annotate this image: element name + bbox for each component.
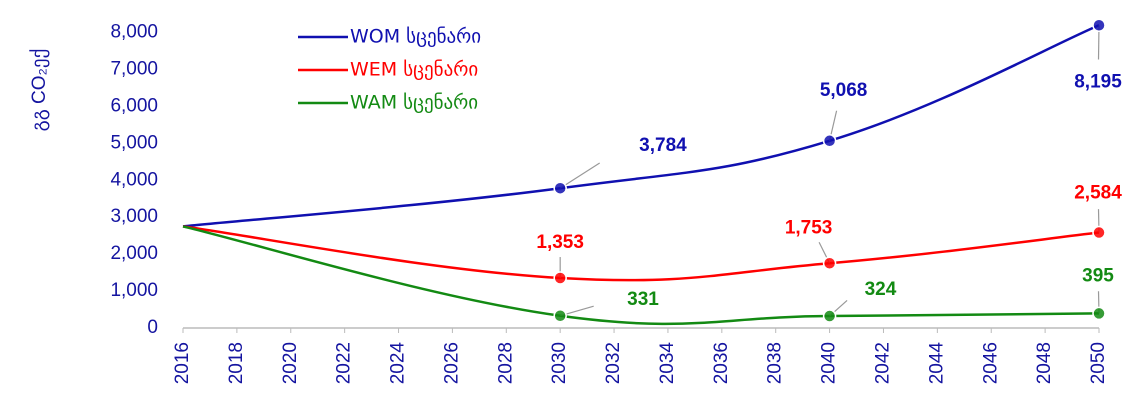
legend-label: WEM სცენარი: [350, 59, 478, 81]
data-label: 8,195: [1074, 71, 1122, 92]
data-label: 5,068: [820, 80, 868, 101]
data-label: 324: [865, 279, 897, 300]
x-tick-label: 2018: [226, 342, 247, 384]
y-tick-label: 1,000: [110, 280, 158, 301]
data-label: 1,353: [536, 232, 584, 253]
marker: [553, 181, 567, 195]
line: [182, 225, 1100, 326]
marker: [553, 309, 567, 323]
x-tick-label: 2026: [441, 342, 462, 384]
x-tick-label: 2042: [872, 342, 893, 384]
marker: [822, 256, 837, 270]
x-tick-label: 2046: [980, 342, 1001, 384]
y-tick-label: 5,000: [110, 132, 158, 153]
x-tick-label: 2034: [657, 342, 678, 385]
x-tick-label: 2050: [1088, 342, 1109, 384]
data-label: 395: [1082, 265, 1114, 286]
x-tick-label: 2016: [172, 342, 193, 384]
marker: [1092, 18, 1106, 33]
y-tick-label: 6,000: [110, 95, 158, 116]
y-tick-label: 3,000: [110, 206, 158, 227]
y-tick-label: 7,000: [110, 58, 158, 79]
y-tick-label: 4,000: [110, 169, 158, 190]
y-axis-label: გგ CO₂ექ: [29, 49, 50, 132]
x-tick-label: 2032: [603, 342, 624, 384]
marker: [822, 309, 837, 323]
x-tick-label: 2044: [926, 342, 947, 385]
x-tick-label: 2040: [819, 342, 840, 384]
data-label: 2,584: [1074, 183, 1122, 204]
line: [182, 225, 1100, 282]
y-tick-label: 2,000: [110, 243, 158, 264]
legend-label: WOM სცენარი: [350, 26, 481, 48]
marker: [822, 134, 837, 148]
marker: [553, 271, 567, 285]
marker: [1092, 225, 1106, 240]
legend-label: WAM სცენარი: [350, 92, 478, 114]
marker: [1092, 306, 1106, 321]
x-tick-label: 2022: [334, 342, 355, 384]
x-tick-label: 2028: [495, 342, 516, 384]
x-tick-label: 2048: [1034, 342, 1055, 384]
line: [182, 24, 1100, 228]
x-tick-label: 2036: [711, 342, 732, 384]
x-tick-label: 2030: [549, 342, 570, 384]
x-tick-label: 2024: [388, 342, 409, 385]
x-tick-label: 2038: [765, 342, 786, 384]
data-label: 1,753: [785, 217, 833, 238]
data-label: 331: [627, 289, 659, 310]
data-label: 3,784: [639, 135, 687, 156]
x-tick-label: 2020: [280, 342, 301, 384]
y-tick-label: 0: [147, 317, 158, 338]
y-tick-label: 8,000: [110, 21, 158, 42]
leader-line: [559, 162, 600, 189]
